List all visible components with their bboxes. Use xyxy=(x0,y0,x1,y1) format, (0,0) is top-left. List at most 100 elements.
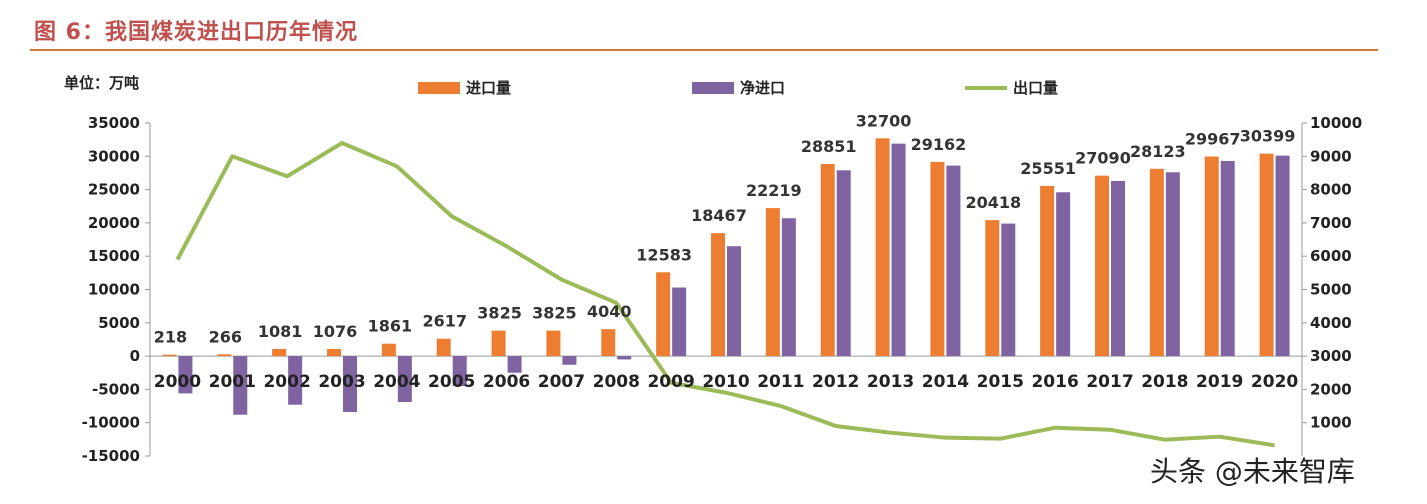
import-data-label: 30399 xyxy=(1240,127,1296,146)
net-import-bar xyxy=(1220,160,1235,357)
net-import-bar xyxy=(507,356,522,373)
right-tick-label: 8000 xyxy=(1310,181,1352,199)
import-data-label: 266 xyxy=(209,327,242,346)
import-bar xyxy=(601,329,616,357)
legend-import-label: 进口量 xyxy=(466,79,511,97)
x-tick-label: 2002 xyxy=(263,372,310,392)
x-tick-label: 2000 xyxy=(154,372,201,392)
import-bar xyxy=(1095,175,1109,357)
net-import-bar xyxy=(1111,180,1125,357)
net-import-bar xyxy=(1275,155,1290,357)
unit-label: 单位：万吨 xyxy=(64,74,140,92)
left-tick-label: 5000 xyxy=(98,314,140,332)
net-import-bar xyxy=(178,356,193,394)
left-tick-label: 15000 xyxy=(88,247,140,265)
import-data-label: 29162 xyxy=(911,135,967,154)
x-tick-label: 2010 xyxy=(702,372,749,392)
import-data-label: 1076 xyxy=(313,322,358,341)
import-data-label: 28123 xyxy=(1130,142,1186,161)
left-tick-label: 25000 xyxy=(88,181,140,199)
net-import-bar xyxy=(781,218,796,357)
import-bar xyxy=(765,208,780,357)
left-tick-label: -15000 xyxy=(82,447,140,465)
import-bar xyxy=(1040,185,1055,357)
legend-net-import-swatch xyxy=(692,82,734,94)
import-bar xyxy=(820,163,835,357)
right-tick-label: 10000 xyxy=(1310,114,1362,132)
import-data-label: 27090 xyxy=(1075,149,1131,168)
net-import-bar xyxy=(1165,172,1180,357)
chart-title: 图 6：我国煤炭进出口历年情况 xyxy=(34,20,358,45)
watermark: 头条 @未来智库 xyxy=(1150,455,1355,488)
x-tick-label: 2012 xyxy=(812,372,859,392)
import-bar xyxy=(1149,168,1164,357)
import-bar xyxy=(711,233,725,357)
export-line-layer xyxy=(175,140,1275,448)
left-tick-label: 0 xyxy=(130,347,140,365)
x-tick-label: 2013 xyxy=(867,372,914,392)
x-tick-label: 2014 xyxy=(922,372,969,392)
x-tick-label: 2015 xyxy=(977,372,1024,392)
x-tick-label: 2003 xyxy=(318,372,365,392)
right-tick-label: 6000 xyxy=(1310,247,1352,265)
net-import-bar xyxy=(1001,223,1016,357)
left-tick-label: 20000 xyxy=(88,214,140,232)
import-bar xyxy=(1204,156,1219,357)
net-import-bar xyxy=(288,356,303,405)
import-data-label: 3825 xyxy=(477,304,522,323)
import-bar xyxy=(546,330,561,357)
x-tick-label: 2006 xyxy=(483,372,530,392)
import-data-label: 18467 xyxy=(691,206,747,225)
import-bar xyxy=(162,354,177,357)
import-bar xyxy=(381,343,396,357)
import-data-label: 29967 xyxy=(1185,130,1241,149)
import-bar xyxy=(436,338,451,357)
left-tick-label: -5000 xyxy=(92,380,140,398)
import-bar xyxy=(327,348,341,357)
import-bar xyxy=(930,161,945,357)
left-tick-label: 10000 xyxy=(88,281,140,299)
legend: 进口量 净进口 出口量 xyxy=(418,79,1058,97)
title-underline xyxy=(30,49,1378,51)
left-tick-label: 30000 xyxy=(88,147,140,165)
axes-layer: 35000 30000 25000 20000 15000 10000 5000 0 -5000… xyxy=(82,114,1363,465)
net-import-bar xyxy=(891,143,906,357)
right-tick-label: 7000 xyxy=(1310,214,1352,232)
bars-layer xyxy=(162,138,1290,415)
import-data-label: 1081 xyxy=(258,322,303,341)
right-tick-label: 3000 xyxy=(1310,347,1352,365)
x-tick-label: 2019 xyxy=(1196,372,1243,392)
right-tick-label: 9000 xyxy=(1310,147,1352,165)
import-bar xyxy=(875,138,890,357)
import-data-label: 2617 xyxy=(422,312,467,331)
net-import-bar xyxy=(1056,192,1071,357)
legend-export-label: 出口量 xyxy=(1013,79,1058,97)
x-tick-label: 2004 xyxy=(373,372,420,392)
legend-import-swatch xyxy=(418,82,460,94)
right-tick-label: 4000 xyxy=(1310,314,1352,332)
net-import-bar xyxy=(562,356,577,365)
right-tick-label: 2000 xyxy=(1310,380,1352,398)
export-line xyxy=(175,140,1275,448)
import-data-label: 32700 xyxy=(856,111,912,130)
right-tick-label: 1000 xyxy=(1310,414,1352,432)
net-import-bar xyxy=(452,356,467,387)
x-tick-label: 2008 xyxy=(593,372,640,392)
x-tick-label: 2020 xyxy=(1251,372,1298,392)
legend-net-import-label: 净进口 xyxy=(740,79,785,97)
import-bar xyxy=(1259,153,1274,357)
data-labels-layer: 218 2000 266 2001 1081 2002 1076 2003 1861 2004 26… xyxy=(154,111,1299,392)
net-import-bar xyxy=(617,356,632,360)
left-tick-label: -10000 xyxy=(82,414,140,432)
right-tick-label: 5000 xyxy=(1310,281,1352,299)
import-data-label: 1861 xyxy=(368,317,413,336)
import-data-label: 22219 xyxy=(746,181,802,200)
import-bar xyxy=(656,272,671,357)
import-bar xyxy=(985,220,1000,357)
x-tick-label: 2005 xyxy=(428,372,475,392)
import-data-label: 12583 xyxy=(636,245,692,264)
x-tick-label: 2016 xyxy=(1031,372,1078,392)
import-data-label: 4040 xyxy=(587,302,632,321)
net-import-bar xyxy=(397,356,412,403)
